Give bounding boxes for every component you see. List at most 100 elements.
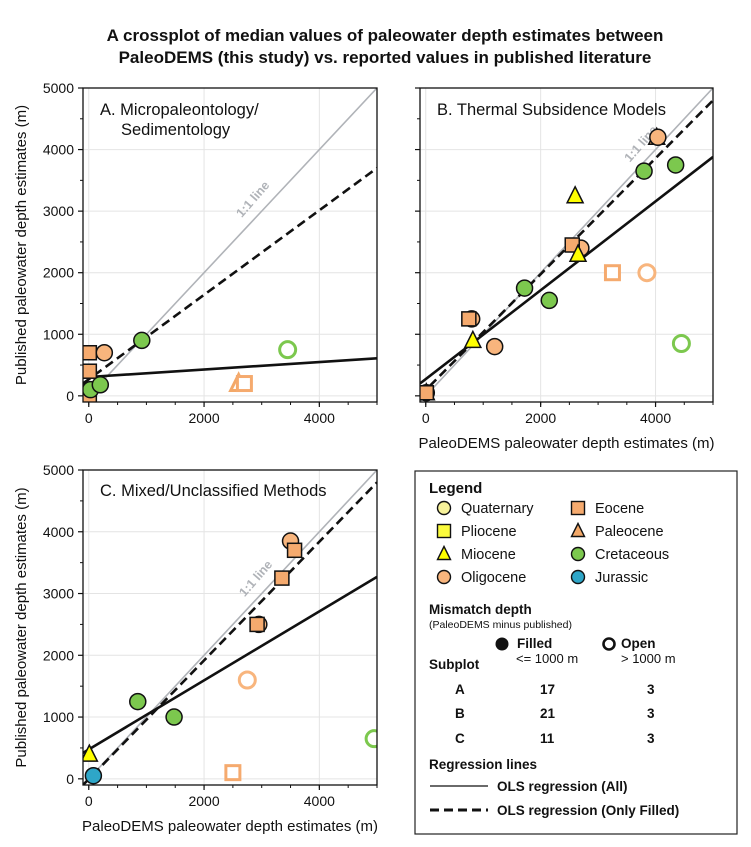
data-point <box>274 570 290 586</box>
data-point <box>540 291 559 310</box>
legend-label-jurassic: Jurassic <box>595 570 648 586</box>
panel-a-grid <box>83 88 377 402</box>
data-point <box>649 128 667 147</box>
legend-marker-paleocene-icon <box>570 521 586 538</box>
data-point <box>420 385 435 401</box>
data-point <box>603 264 621 282</box>
x-tick-label: 2000 <box>525 410 556 426</box>
panel-b-label: B. Thermal Subsidence Models <box>437 101 666 119</box>
x-axis-label: PaleoDEMS paleowater depth estimates (m) <box>82 818 378 835</box>
table-row-b-filled: 21 <box>540 706 556 721</box>
table-row-a-open: 3 <box>647 682 655 697</box>
table-row-c-open: 3 <box>647 731 655 746</box>
filled-label: Filled <box>517 636 552 651</box>
data-point <box>666 156 685 174</box>
table-row-b-subplot: B <box>455 706 465 721</box>
legend-marker-eocene-icon <box>570 500 586 516</box>
y-tick-label: 1000 <box>43 326 74 342</box>
y-tick-label: 0 <box>66 771 74 787</box>
y-tick-label: 4000 <box>43 142 74 158</box>
y-tick-label: 0 <box>66 388 74 404</box>
legend-title: Legend <box>429 480 482 497</box>
ols-all-label: OLS regression (All) <box>497 779 628 794</box>
legend-marker-miocene-icon <box>436 544 452 561</box>
data-point <box>165 708 183 726</box>
panel-c-label: C. Mixed/Unclassified Methods <box>100 482 327 500</box>
y-tick-label: 3000 <box>43 586 74 602</box>
x-tick-label: 2000 <box>188 410 219 426</box>
y-tick-label: 2000 <box>43 265 74 281</box>
x-tick-label: 0 <box>422 410 430 426</box>
mismatch-subtitle: (PaleoDEMS minus published) <box>429 619 572 631</box>
legend-box: Legend Quaternary Pliocene Miocene Oligocen… <box>414 470 738 835</box>
subplot-header: Subplot <box>429 657 480 672</box>
regression-line-all <box>83 575 377 754</box>
data-point <box>461 311 477 327</box>
regression-line-all <box>420 155 713 385</box>
data-point <box>83 743 99 762</box>
one-to-one-line <box>83 88 377 402</box>
legend-label-quaternary: Quaternary <box>461 501 534 517</box>
x-axis-label: PaleoDEMS paleowater depth estimates (m) <box>419 435 715 452</box>
table-row-c-subplot: C <box>455 731 465 746</box>
x-tick-label: 2000 <box>188 793 219 809</box>
x-tick-label: 0 <box>85 410 93 426</box>
data-point <box>286 542 303 559</box>
legend-marker-quaternary-icon <box>436 500 452 516</box>
filled-marker-icon <box>495 637 509 651</box>
data-point <box>84 766 103 785</box>
regression-line-filled <box>83 166 377 385</box>
y-tick-label: 2000 <box>43 647 74 663</box>
data-point <box>635 162 653 180</box>
panel-c-frame <box>82 469 378 786</box>
y-tick-label: 4000 <box>43 524 74 540</box>
y-tick-label: 5000 <box>43 462 74 478</box>
table-row-c-filled: 11 <box>540 731 555 746</box>
legend-marker-pliocene-icon <box>436 523 452 539</box>
y-axis-label: Published paleowater depth estimates (m) <box>13 487 30 767</box>
data-point <box>565 185 585 204</box>
legend-label-paleocene: Paleocene <box>595 524 664 540</box>
x-tick-label: 4000 <box>304 410 335 426</box>
regression-line-filled <box>83 481 377 785</box>
data-point <box>515 279 534 297</box>
legend-label-oligocene: Oligocene <box>461 570 526 586</box>
figure-title-line-2: PaleoDEMS (this study) vs. reported valu… <box>119 48 652 67</box>
y-tick-label: 3000 <box>43 203 74 219</box>
legend-marker-oligocene-icon <box>436 569 452 585</box>
table-row-a-filled: 17 <box>540 682 555 697</box>
panel-a-label: Sedimentology <box>121 121 231 139</box>
data-point <box>671 334 691 354</box>
data-point <box>83 363 98 379</box>
x-tick-label: 0 <box>85 793 93 809</box>
open-label: Open <box>621 636 656 651</box>
data-point <box>249 616 265 633</box>
panel-a-frame <box>82 87 378 403</box>
figure-title-line-1: A crossplot of median values of paleowat… <box>107 26 664 45</box>
data-point <box>485 337 504 356</box>
data-point <box>568 243 588 262</box>
legend-label-miocene: Miocene <box>461 547 516 563</box>
legend-periods: Quaternary Pliocene Miocene Oligocene Eocene… <box>436 500 669 586</box>
legend-label-pliocene: Pliocene <box>461 524 517 540</box>
regression-title: Regression lines <box>429 757 537 772</box>
mismatch-title: Mismatch depth <box>429 602 532 617</box>
data-point <box>235 375 253 393</box>
data-point <box>83 344 98 361</box>
data-point <box>463 329 483 349</box>
panel-a-label: A. Micropaleontology/ <box>100 101 259 119</box>
data-point <box>95 343 114 362</box>
one-to-one-label: 1:1 line <box>234 178 273 220</box>
filled-sublabel: <= 1000 m <box>516 651 578 666</box>
data-point <box>224 764 242 782</box>
data-point <box>129 692 147 711</box>
legend-label-eocene: Eocene <box>595 501 644 517</box>
panel-a-plot: 1:1 line 0 2000 4000 0 1000 2000 3000 4000 5000 Pu… <box>13 80 378 426</box>
x-tick-label: 4000 <box>304 793 335 809</box>
table-row-b-open: 3 <box>647 706 655 721</box>
x-tick-label: 4000 <box>640 410 671 426</box>
panel-b-frame <box>419 87 714 403</box>
data-point <box>278 340 298 360</box>
legend-marker-cretaceous-icon <box>570 546 586 562</box>
